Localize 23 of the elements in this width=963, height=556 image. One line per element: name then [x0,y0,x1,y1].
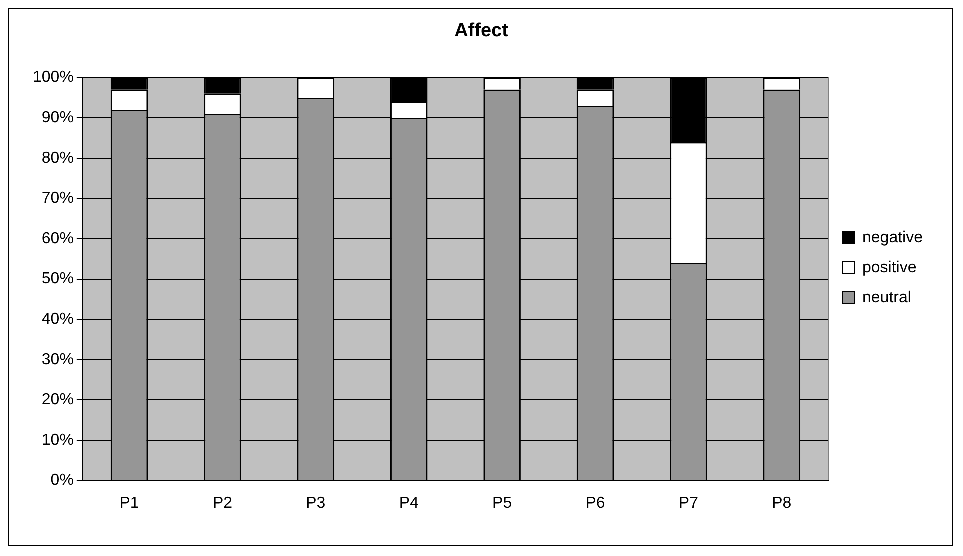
y-tick-label: 100% [33,69,74,86]
x-tick-label: P1 [120,494,140,512]
y-tick-label: 30% [42,351,74,368]
y-tick-label: 10% [42,432,74,449]
x-tick-label: P6 [586,494,606,512]
y-tick-label: 50% [42,270,74,288]
x-tick-label: P2 [212,494,233,512]
legend-label: neutral [862,289,912,306]
y-tick-label: 20% [42,392,74,409]
y-tick-label: 0% [50,472,74,490]
x-tick-label: P5 [492,494,512,512]
y-tick-label: 70% [42,190,74,208]
x-tick-label: P3 [306,494,326,512]
y-tick-label: 60% [42,230,74,248]
y-tick-label: 40% [42,311,74,328]
legend-label: positive [862,259,917,276]
x-tick-label: P4 [399,494,419,512]
x-tick-label: P8 [772,494,792,512]
x-tick-label: P7 [678,494,699,512]
chart-title: Affect [454,20,510,42]
legend-label: negative [862,229,924,246]
y-tick-label: 80% [42,150,74,167]
y-tick-label: 90% [42,110,74,127]
